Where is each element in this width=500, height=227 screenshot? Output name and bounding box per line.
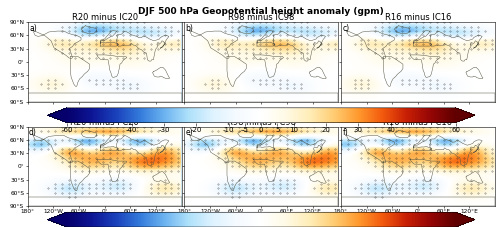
PathPatch shape: [456, 108, 475, 123]
Title: R98 minus IC98: R98 minus IC98: [228, 13, 294, 22]
Title: R98 minus PC98: R98 minus PC98: [226, 118, 296, 127]
Title: R20 minus IC20: R20 minus IC20: [72, 13, 138, 22]
Title: R16 minus IC16: R16 minus IC16: [384, 13, 451, 22]
Title: R16 minus PC16: R16 minus PC16: [384, 118, 452, 127]
Text: a): a): [29, 24, 37, 33]
Text: b): b): [186, 24, 194, 33]
Text: d): d): [29, 128, 37, 137]
Text: DJF 500 hPa Geopotential height anomaly (gpm): DJF 500 hPa Geopotential height anomaly …: [138, 7, 384, 16]
Text: f): f): [342, 128, 348, 137]
PathPatch shape: [48, 108, 67, 123]
Text: c): c): [342, 24, 349, 33]
PathPatch shape: [48, 212, 67, 227]
Text: e): e): [186, 128, 194, 137]
PathPatch shape: [456, 212, 475, 227]
Title: R20 minus PC20: R20 minus PC20: [70, 118, 139, 127]
